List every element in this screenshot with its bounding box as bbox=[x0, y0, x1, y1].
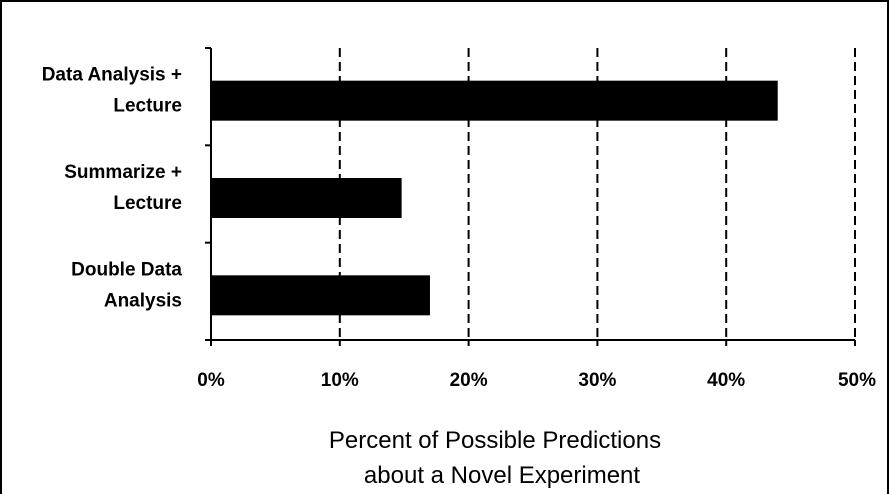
category-label: Lecture bbox=[113, 96, 182, 117]
x-tick-label: 10% bbox=[321, 370, 359, 391]
bar bbox=[211, 178, 402, 218]
bar bbox=[211, 80, 778, 121]
x-axis-title-line-1: Percent of Possible Predictions bbox=[329, 427, 661, 454]
bar bbox=[211, 275, 430, 316]
axes bbox=[205, 47, 856, 346]
x-tick-label: 30% bbox=[578, 370, 616, 391]
x-tick-label: 40% bbox=[707, 370, 745, 391]
tick-labels: 0% 10% 20% 30% 40% 50% bbox=[197, 370, 876, 391]
category-label: Lecture bbox=[113, 193, 182, 214]
x-tick-label: 50% bbox=[838, 370, 876, 391]
category-label: Data Analysis + bbox=[42, 65, 182, 86]
x-axis-title-line-2: about a Novel Experiment bbox=[364, 462, 640, 489]
category-label: Double Data bbox=[71, 259, 182, 280]
bars bbox=[211, 80, 778, 316]
x-tick-label: 0% bbox=[197, 370, 225, 391]
category-label: Summarize + bbox=[64, 162, 182, 183]
category-labels: Data Analysis + Lecture Summarize + Lecture… bbox=[42, 65, 183, 312]
category-label: Analysis bbox=[104, 290, 182, 311]
x-tick-label: 20% bbox=[450, 370, 488, 391]
